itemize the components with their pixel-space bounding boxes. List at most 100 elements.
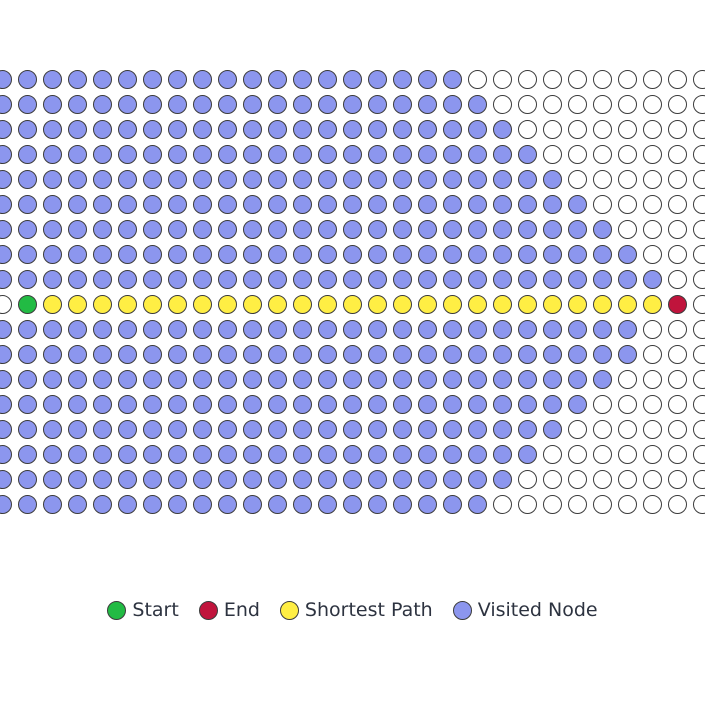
grid-node-visited[interactable] (218, 95, 237, 114)
grid-node-path[interactable] (518, 295, 537, 314)
grid-node-unvisited[interactable] (618, 470, 637, 489)
grid-node-visited[interactable] (368, 370, 387, 389)
grid-node-visited[interactable] (18, 420, 37, 439)
grid-node-unvisited[interactable] (618, 395, 637, 414)
grid-node-unvisited[interactable] (593, 470, 612, 489)
grid-node-visited[interactable] (118, 470, 137, 489)
grid-node-visited[interactable] (293, 495, 312, 514)
grid-node-visited[interactable] (268, 270, 287, 289)
grid-node-unvisited[interactable] (543, 120, 562, 139)
grid-node-visited[interactable] (218, 120, 237, 139)
grid-node-visited[interactable] (43, 220, 62, 239)
grid-node-visited[interactable] (343, 470, 362, 489)
grid-node-visited[interactable] (493, 320, 512, 339)
grid-node-visited[interactable] (593, 370, 612, 389)
grid-node-unvisited[interactable] (693, 70, 705, 89)
grid-node-unvisited[interactable] (693, 320, 705, 339)
grid-node-unvisited[interactable] (693, 470, 705, 489)
grid-node-visited[interactable] (593, 220, 612, 239)
grid-node-visited[interactable] (318, 95, 337, 114)
grid-node-unvisited[interactable] (693, 245, 705, 264)
grid-node-visited[interactable] (193, 420, 212, 439)
grid-node-visited[interactable] (118, 95, 137, 114)
grid-node-visited[interactable] (168, 470, 187, 489)
grid-node-visited[interactable] (168, 320, 187, 339)
grid-node-visited[interactable] (343, 395, 362, 414)
grid-node-unvisited[interactable] (518, 470, 537, 489)
grid-node-visited[interactable] (268, 345, 287, 364)
grid-node-visited[interactable] (493, 420, 512, 439)
grid-node-visited[interactable] (143, 395, 162, 414)
grid-node-visited[interactable] (343, 445, 362, 464)
grid-node-visited[interactable] (93, 95, 112, 114)
grid-node-visited[interactable] (318, 145, 337, 164)
grid-node-visited[interactable] (168, 220, 187, 239)
grid-node-visited[interactable] (393, 445, 412, 464)
grid-node-visited[interactable] (93, 120, 112, 139)
grid-node-unvisited[interactable] (593, 120, 612, 139)
grid-node-visited[interactable] (118, 370, 137, 389)
grid-node-visited[interactable] (468, 495, 487, 514)
grid-node-unvisited[interactable] (618, 145, 637, 164)
grid-node-visited[interactable] (393, 120, 412, 139)
grid-node-visited[interactable] (243, 345, 262, 364)
grid-node-visited[interactable] (193, 345, 212, 364)
grid-node-visited[interactable] (543, 370, 562, 389)
grid-node-visited[interactable] (318, 120, 337, 139)
grid-node-visited[interactable] (443, 245, 462, 264)
grid-node-visited[interactable] (318, 320, 337, 339)
grid-node-unvisited[interactable] (643, 120, 662, 139)
grid-node-visited[interactable] (218, 170, 237, 189)
grid-node-visited[interactable] (393, 320, 412, 339)
grid-node-visited[interactable] (343, 195, 362, 214)
grid-node-visited[interactable] (618, 270, 637, 289)
grid-node-visited[interactable] (243, 270, 262, 289)
grid-node-visited[interactable] (343, 170, 362, 189)
grid-node-path[interactable] (593, 295, 612, 314)
grid-node-visited[interactable] (243, 445, 262, 464)
grid-node-visited[interactable] (243, 320, 262, 339)
grid-node-visited[interactable] (93, 395, 112, 414)
grid-node-visited[interactable] (243, 370, 262, 389)
grid-node-visited[interactable] (193, 245, 212, 264)
grid-node-visited[interactable] (68, 395, 87, 414)
grid-node-visited[interactable] (0, 95, 12, 114)
grid-node-visited[interactable] (368, 120, 387, 139)
grid-node-visited[interactable] (343, 70, 362, 89)
grid-node-visited[interactable] (0, 195, 12, 214)
grid-node-unvisited[interactable] (668, 470, 687, 489)
grid-node-visited[interactable] (368, 270, 387, 289)
grid-node-visited[interactable] (0, 470, 12, 489)
grid-node-visited[interactable] (543, 345, 562, 364)
grid-node-visited[interactable] (93, 445, 112, 464)
grid-node-visited[interactable] (218, 420, 237, 439)
grid-node-visited[interactable] (493, 145, 512, 164)
grid-node-visited[interactable] (18, 195, 37, 214)
grid-node-visited[interactable] (343, 370, 362, 389)
grid-node-visited[interactable] (518, 145, 537, 164)
grid-node-unvisited[interactable] (668, 320, 687, 339)
grid-node-visited[interactable] (143, 320, 162, 339)
grid-node-visited[interactable] (18, 145, 37, 164)
grid-node-visited[interactable] (68, 470, 87, 489)
grid-node-visited[interactable] (218, 395, 237, 414)
grid-node-visited[interactable] (293, 120, 312, 139)
grid-node-path[interactable] (118, 295, 137, 314)
grid-node-visited[interactable] (468, 395, 487, 414)
grid-node-visited[interactable] (18, 95, 37, 114)
grid-node-visited[interactable] (143, 170, 162, 189)
grid-node-visited[interactable] (518, 420, 537, 439)
grid-node-unvisited[interactable] (568, 120, 587, 139)
grid-node-visited[interactable] (543, 270, 562, 289)
grid-node-visited[interactable] (518, 170, 537, 189)
grid-node-unvisited[interactable] (668, 95, 687, 114)
grid-node-visited[interactable] (318, 170, 337, 189)
grid-node-visited[interactable] (143, 445, 162, 464)
grid-node-visited[interactable] (568, 245, 587, 264)
grid-node-visited[interactable] (393, 345, 412, 364)
grid-node-unvisited[interactable] (693, 120, 705, 139)
grid-node-visited[interactable] (568, 395, 587, 414)
grid-node-visited[interactable] (343, 95, 362, 114)
grid-node-visited[interactable] (43, 195, 62, 214)
grid-node-unvisited[interactable] (618, 370, 637, 389)
